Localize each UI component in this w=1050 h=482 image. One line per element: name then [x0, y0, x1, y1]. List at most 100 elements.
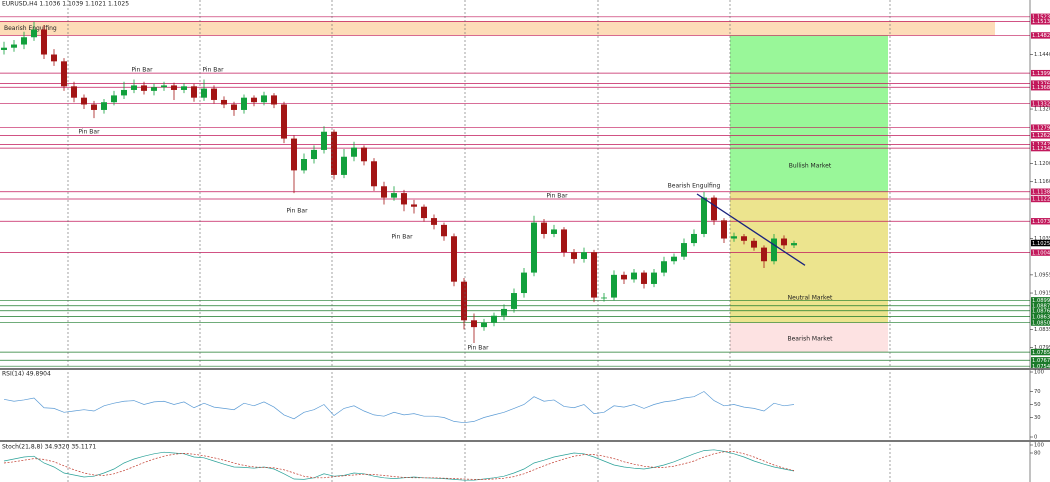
candle-body: [261, 95, 267, 103]
level-label: 1.0785: [1032, 350, 1050, 356]
candle-body: [71, 86, 77, 98]
current-price-label: 1.1025: [1032, 241, 1050, 247]
candle-body: [521, 272, 527, 294]
level-label: 1.0887: [1032, 303, 1050, 309]
level-tag: [1031, 195, 1050, 203]
candle-body: [331, 131, 337, 175]
y-tick-label: 1.0835: [1034, 327, 1050, 333]
candle-body: [121, 89, 127, 96]
level-tag: [1031, 218, 1050, 225]
candle-body: [361, 147, 367, 162]
candle-body: [291, 138, 297, 171]
candle-body: [431, 218, 437, 225]
candle-body: [621, 274, 627, 280]
level-tag: [1031, 188, 1050, 195]
candle-body: [691, 233, 697, 244]
candle-body: [311, 149, 317, 160]
candle-body: [91, 104, 97, 110]
level-tag: [1031, 132, 1050, 139]
level-tag: [1031, 32, 1050, 39]
annotation: Pin Bar: [78, 129, 100, 136]
band-label: Bearish Engulfing: [4, 25, 57, 32]
candle-body: [181, 86, 187, 90]
level-label: 1.1523: [1032, 15, 1050, 21]
y-tick-label: 1.0795: [1034, 345, 1050, 351]
pane-separator: [0, 368, 1050, 370]
candle-body: [371, 161, 377, 187]
y-tick-label: 1.1035: [1034, 236, 1050, 242]
candle-body: [681, 243, 687, 257]
candle-body: [101, 102, 107, 110]
candle-body: [591, 252, 597, 298]
band: [0, 21, 995, 36]
candle-body: [161, 85, 167, 88]
candle-body: [241, 97, 247, 110]
y-tick-label: 100: [1034, 370, 1044, 376]
candle-body: [41, 29, 47, 55]
zone: [730, 322, 888, 353]
candle-body: [541, 222, 547, 234]
annotation: Pin Bar: [202, 67, 224, 74]
candle-body: [481, 322, 487, 328]
level-tag: [1031, 18, 1050, 25]
candle-body: [401, 193, 407, 205]
level-label: 1.0850: [1032, 320, 1050, 326]
candle-body: [81, 97, 87, 105]
indicator-line: [3, 451, 795, 480]
y-tick-label: 50: [1034, 402, 1041, 408]
candle-body: [571, 252, 577, 259]
zone: [730, 191, 888, 323]
level-label: 1.1482: [1032, 33, 1050, 39]
candle-body: [421, 206, 427, 219]
zone-label: Neutral Market: [788, 295, 833, 302]
candle-body: [141, 85, 147, 91]
candle-body: [211, 88, 217, 100]
y-tick-label: 1.0915: [1034, 291, 1050, 297]
level-label: 1.0767: [1032, 358, 1050, 364]
zone-label: Bullish Market: [789, 163, 832, 170]
candle-body: [281, 104, 287, 139]
candle-body: [391, 193, 397, 198]
candle-body: [61, 61, 67, 87]
candle-body: [191, 86, 197, 98]
candle-body: [701, 197, 707, 234]
level-label: 1.0899: [1032, 298, 1050, 304]
annotation: Pin Bar: [131, 67, 153, 74]
level-label: 1.1073: [1032, 219, 1050, 225]
y-tick-label: 1.1200: [1034, 161, 1050, 167]
y-tick-label: 80: [1034, 451, 1041, 457]
level-label: 1.1399: [1032, 71, 1050, 77]
annotation: Pin Bar: [546, 193, 568, 200]
y-tick-label: 1.1160: [1034, 179, 1050, 185]
level-tag: [1031, 13, 1050, 21]
candle-body: [251, 97, 257, 103]
y-tick-label: 0: [1034, 435, 1037, 441]
level-tag: [1031, 141, 1050, 148]
level-tag: [1031, 348, 1050, 356]
candle-body: [31, 29, 37, 38]
y-tick-label: 1.1320: [1034, 107, 1050, 113]
candle-body: [581, 252, 587, 259]
candle-body: [501, 308, 507, 316]
level-tag: [1031, 84, 1050, 91]
candle-body: [641, 272, 647, 284]
annotation: Pin Bar: [286, 208, 308, 215]
candle-body: [601, 297, 607, 299]
current-price-tag: [1031, 239, 1050, 247]
candle-body: [751, 240, 757, 248]
level-label: 1.1004: [1032, 250, 1050, 256]
candle-body: [731, 236, 737, 239]
candle-body: [721, 220, 727, 239]
candle-body: [611, 274, 617, 298]
candle-body: [711, 197, 717, 221]
candle-body: [791, 243, 797, 246]
candle-body: [1, 47, 7, 50]
level-label: 1.1262: [1032, 133, 1050, 139]
candle-body: [781, 238, 787, 246]
level-tag: [1031, 297, 1050, 304]
level-label: 1.0876: [1032, 308, 1050, 314]
level-tag: [1031, 362, 1050, 370]
candle-body: [51, 54, 57, 62]
level-tag: [1031, 307, 1050, 314]
